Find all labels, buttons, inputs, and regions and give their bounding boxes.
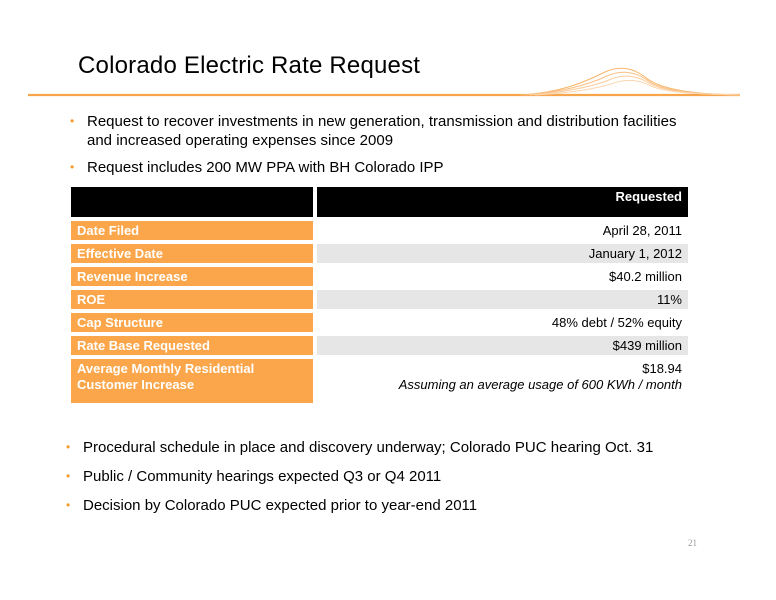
row-value: $18.94 Assuming an average usage of 600 … (317, 359, 688, 403)
page-number: 21 (688, 538, 697, 548)
bullet-text: Request includes 200 MW PPA with BH Colo… (87, 159, 444, 176)
table-row: Revenue Increase $40.2 million (71, 267, 688, 286)
bullet-dot-icon: • (66, 469, 71, 483)
table-row: Date Filed April 28, 2011 (71, 221, 688, 240)
rate-request-table: Requested Date Filed April 28, 2011 Effe… (71, 183, 688, 407)
bullet-dot-icon: • (70, 160, 75, 174)
row-label: ROE (71, 290, 313, 309)
table-row: Effective Date January 1, 2012 (71, 244, 688, 263)
row-value: April 28, 2011 (602, 223, 682, 238)
bullet-dot-icon: • (66, 440, 71, 454)
row-value: January 1, 2012 (317, 244, 688, 263)
bottom-bullet-list: • Procedural schedule in place and discov… (66, 438, 726, 525)
row-value: 11% (317, 290, 688, 309)
bullet-text: Public / Community hearings expected Q3 … (83, 468, 442, 485)
row-label: Average Monthly Residential Customer Inc… (71, 359, 313, 403)
table-row: ROE 11% (71, 290, 688, 309)
bullet-text: Request to recover investments in new ge… (87, 113, 677, 149)
top-bullet-list: • Request to recover investments in new g… (70, 112, 690, 185)
row-value-note: Assuming an average usage of 600 KWh / m… (398, 377, 682, 392)
header-label-cell (71, 187, 313, 217)
bullet-item: • Public / Community hearings expected Q3… (66, 467, 726, 486)
decorative-wave-line (28, 67, 741, 97)
table-row: Rate Base Requested $439 million (71, 336, 688, 355)
page-title: Colorado Electric Rate Request (78, 52, 421, 79)
row-value-amount: $18.94 (642, 361, 682, 376)
row-value: 48% debt / 52% equity (551, 315, 682, 330)
bullet-text: Decision by Colorado PUC expected prior … (83, 497, 478, 514)
bullet-item: • Procedural schedule in place and discov… (66, 438, 726, 457)
header-value-cell: Requested (317, 187, 688, 217)
table-row: Average Monthly Residential Customer Inc… (71, 359, 688, 403)
bullet-dot-icon: • (70, 114, 75, 128)
table-header-row: Requested (71, 187, 688, 217)
row-value: $40.2 million (609, 269, 682, 284)
bullet-item: • Request includes 200 MW PPA with BH Col… (70, 158, 690, 177)
row-label: Revenue Increase (71, 267, 313, 286)
row-label: Date Filed (71, 221, 313, 240)
row-label: Cap Structure (71, 313, 313, 332)
bullet-dot-icon: • (66, 498, 71, 512)
bullet-item: • Decision by Colorado PUC expected prior… (66, 496, 726, 515)
row-label: Effective Date (71, 244, 313, 263)
bullet-item: • Request to recover investments in new g… (70, 112, 690, 150)
row-value: $439 million (317, 336, 688, 355)
bullet-text: Procedural schedule in place and discove… (83, 439, 654, 456)
row-label: Rate Base Requested (71, 336, 313, 355)
table-row: Cap Structure 48% debt / 52% equity (71, 313, 688, 332)
